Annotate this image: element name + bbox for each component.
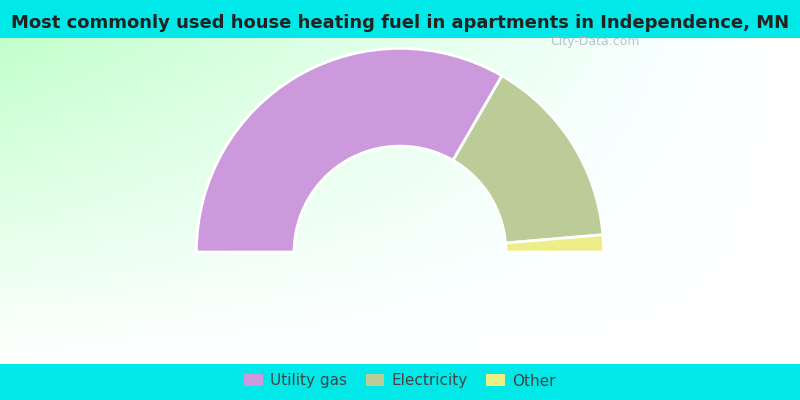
Wedge shape	[506, 235, 604, 252]
Legend: Utility gas, Electricity, Other: Utility gas, Electricity, Other	[238, 367, 562, 395]
Text: City-Data.com: City-Data.com	[550, 35, 639, 48]
Wedge shape	[453, 76, 603, 243]
Wedge shape	[196, 48, 502, 252]
Text: Most commonly used house heating fuel in apartments in Independence, MN: Most commonly used house heating fuel in…	[11, 14, 789, 32]
